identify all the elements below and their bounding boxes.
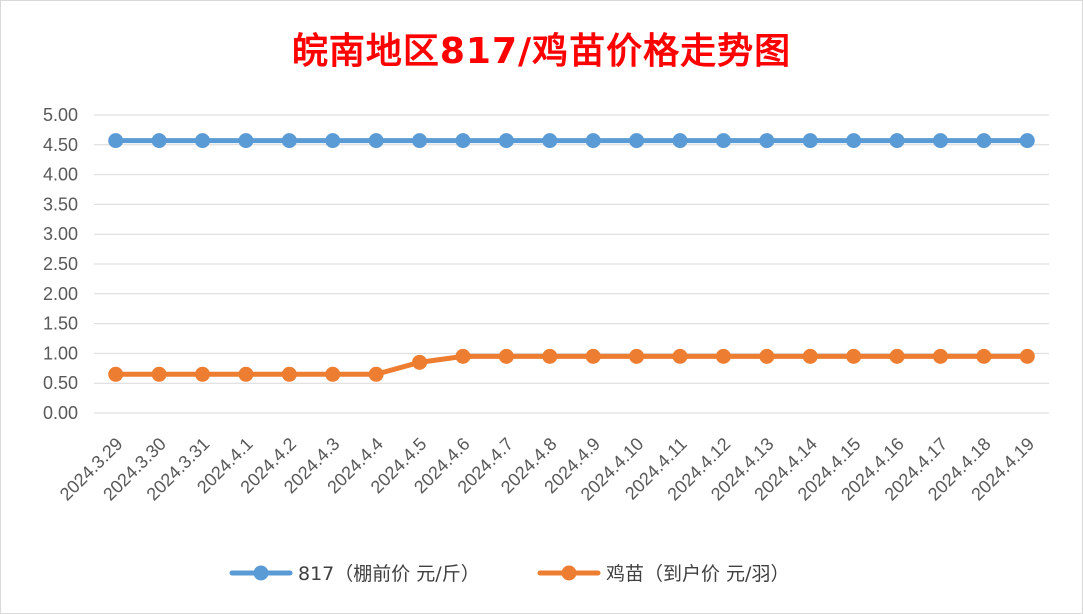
data-point: [281, 366, 297, 382]
data-point: [846, 348, 862, 364]
y-tick-label: 0.00: [43, 403, 78, 423]
data-point: [715, 348, 731, 364]
data-point: [715, 133, 731, 149]
data-point: [932, 348, 948, 364]
data-point: [108, 133, 124, 149]
legend-swatch-marker: [561, 565, 577, 581]
legend-label: 817（棚前价 元/斤）: [298, 563, 480, 585]
data-point: [498, 348, 514, 364]
data-point: [802, 348, 818, 364]
chart-title: 皖南地区817/鸡苗价格走势图: [291, 31, 792, 72]
data-point: [802, 133, 818, 149]
y-tick-label: 3.00: [43, 224, 78, 244]
data-point: [238, 133, 254, 149]
data-point: [412, 133, 428, 149]
data-point: [585, 348, 601, 364]
y-tick-label: 2.00: [43, 284, 78, 304]
data-point: [368, 366, 384, 382]
series-line: [113, 353, 1030, 377]
data-point: [325, 133, 341, 149]
data-point: [151, 366, 167, 382]
data-point: [325, 366, 341, 382]
data-point: [976, 348, 992, 364]
data-point: [629, 133, 645, 149]
x-axis-ticks: 2024.3.292024.3.302024.3.312024.4.12024.…: [56, 434, 1038, 505]
y-tick-label: 2.50: [43, 254, 78, 274]
y-tick-label: 1.50: [43, 314, 78, 334]
data-point: [672, 133, 688, 149]
data-point: [585, 133, 601, 149]
data-point: [498, 133, 514, 149]
data-point: [629, 348, 645, 364]
data-point: [846, 133, 862, 149]
data-point: [542, 133, 558, 149]
y-tick-label: 1.00: [43, 343, 78, 363]
y-tick-label: 3.50: [43, 194, 78, 214]
y-tick-label: 4.00: [43, 165, 78, 185]
data-point: [1019, 348, 1035, 364]
y-tick-label: 0.50: [43, 373, 78, 393]
data-point: [238, 366, 254, 382]
legend: 817（棚前价 元/斤） 鸡苗（到户价 元/羽）: [229, 563, 789, 585]
data-point: [932, 133, 948, 149]
data-point: [151, 133, 167, 149]
data-point: [759, 133, 775, 149]
data-point: [281, 133, 297, 149]
y-tick-label: 5.00: [43, 105, 78, 125]
series-layer: [108, 133, 1035, 382]
data-point: [455, 348, 471, 364]
gridlines: [94, 114, 1049, 414]
data-point: [412, 354, 428, 370]
data-point: [976, 133, 992, 149]
data-point: [108, 366, 124, 382]
y-tick-label: 4.50: [43, 135, 78, 155]
y-axis-ticks: 5.00 4.50 4.00 3.50 3.00 2.50 2.00 1.50 1.00 0.50…: [43, 105, 78, 423]
data-point: [889, 348, 905, 364]
data-point: [889, 133, 905, 149]
data-point: [455, 133, 471, 149]
data-point: [759, 348, 775, 364]
data-point: [195, 133, 211, 149]
data-point: [1019, 133, 1035, 149]
data-point: [542, 348, 558, 364]
data-point: [672, 348, 688, 364]
data-point: [195, 366, 211, 382]
legend-swatch-marker: [253, 565, 269, 581]
legend-label: 鸡苗（到户价 元/羽）: [606, 563, 789, 585]
data-point: [368, 133, 384, 149]
